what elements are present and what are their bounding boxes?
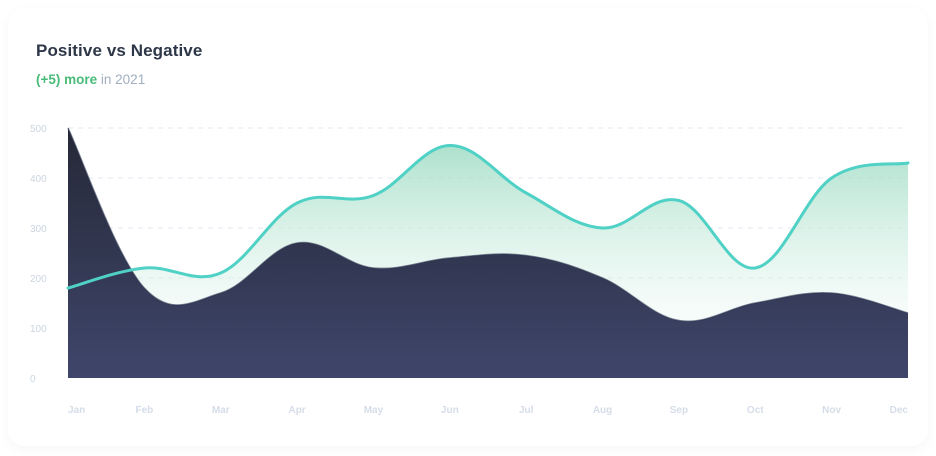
y-tick-label: 0	[30, 374, 36, 385]
subtitle-rest: in 2021	[97, 72, 146, 87]
y-tick-label: 200	[30, 274, 47, 285]
subtitle-highlight: (+5) more	[36, 72, 98, 87]
x-tick-label: Aug	[593, 405, 612, 416]
y-axis: 0 100 200 300 400 500	[30, 124, 47, 385]
x-tick-label: Feb	[135, 405, 153, 416]
chart-title: Positive vs Negative	[36, 41, 203, 60]
x-tick-label: Apr	[288, 405, 305, 416]
y-tick-label: 100	[30, 324, 47, 335]
y-tick-label: 500	[30, 124, 47, 135]
x-tick-label: Oct	[747, 405, 764, 416]
x-tick-label: May	[364, 405, 384, 416]
chart-subtitle: (+5) more in 2021	[36, 72, 145, 87]
x-tick-label: Sep	[670, 405, 688, 416]
x-axis: Jan Feb Mar Apr May Jun Jul Aug Sep Oct Nov Dec	[68, 405, 908, 416]
x-tick-label: Jul	[519, 405, 534, 416]
x-tick-label: Mar	[212, 405, 230, 416]
x-tick-label: Jun	[441, 405, 459, 416]
x-tick-label: Nov	[822, 405, 841, 416]
y-tick-label: 300	[30, 224, 47, 235]
series-1-area	[68, 128, 908, 378]
y-tick-label: 400	[30, 174, 47, 185]
x-tick-label: Dec	[890, 405, 909, 416]
series-2-line	[66, 143, 910, 290]
series-layer	[66, 127, 910, 378]
series-1-line	[67, 127, 909, 322]
x-tick-label: Jan	[68, 405, 85, 416]
